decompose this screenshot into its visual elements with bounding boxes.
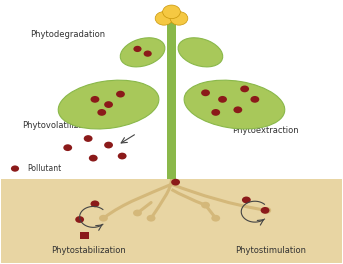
Circle shape	[91, 96, 99, 103]
Circle shape	[133, 46, 142, 52]
Circle shape	[211, 215, 220, 221]
Bar	[80, 232, 89, 239]
Circle shape	[89, 155, 98, 162]
Circle shape	[84, 135, 93, 142]
Circle shape	[104, 142, 113, 148]
Text: Phytoextraction: Phytoextraction	[232, 126, 298, 135]
Text: Phytostimulation: Phytostimulation	[235, 246, 306, 254]
Text: Pollutant: Pollutant	[27, 164, 61, 173]
Text: Phytovolatilization: Phytovolatilization	[22, 121, 100, 130]
Text: Phytodegradation: Phytodegradation	[30, 30, 105, 39]
Circle shape	[91, 200, 99, 207]
Circle shape	[170, 12, 188, 25]
Circle shape	[104, 101, 113, 108]
Circle shape	[240, 86, 249, 92]
Circle shape	[250, 96, 259, 103]
Circle shape	[171, 179, 180, 186]
Circle shape	[11, 166, 19, 172]
Circle shape	[99, 215, 108, 221]
Circle shape	[242, 196, 251, 203]
Bar	[1, 179, 342, 263]
Circle shape	[155, 12, 173, 25]
Circle shape	[116, 91, 125, 97]
Circle shape	[211, 109, 220, 116]
Circle shape	[133, 210, 142, 216]
Ellipse shape	[58, 80, 159, 129]
Circle shape	[118, 153, 127, 159]
Circle shape	[201, 89, 210, 96]
Circle shape	[97, 109, 106, 116]
Ellipse shape	[178, 38, 223, 67]
Circle shape	[75, 216, 84, 223]
Circle shape	[163, 5, 180, 19]
Circle shape	[234, 106, 242, 113]
Ellipse shape	[184, 80, 285, 129]
Ellipse shape	[120, 38, 165, 67]
Text: Phytostabilization: Phytostabilization	[51, 246, 126, 254]
Bar	[167, 20, 176, 179]
Circle shape	[147, 215, 155, 221]
Circle shape	[262, 207, 271, 214]
Circle shape	[63, 144, 72, 151]
Circle shape	[201, 202, 210, 209]
Circle shape	[218, 96, 227, 103]
Circle shape	[261, 207, 270, 214]
Circle shape	[144, 50, 152, 57]
